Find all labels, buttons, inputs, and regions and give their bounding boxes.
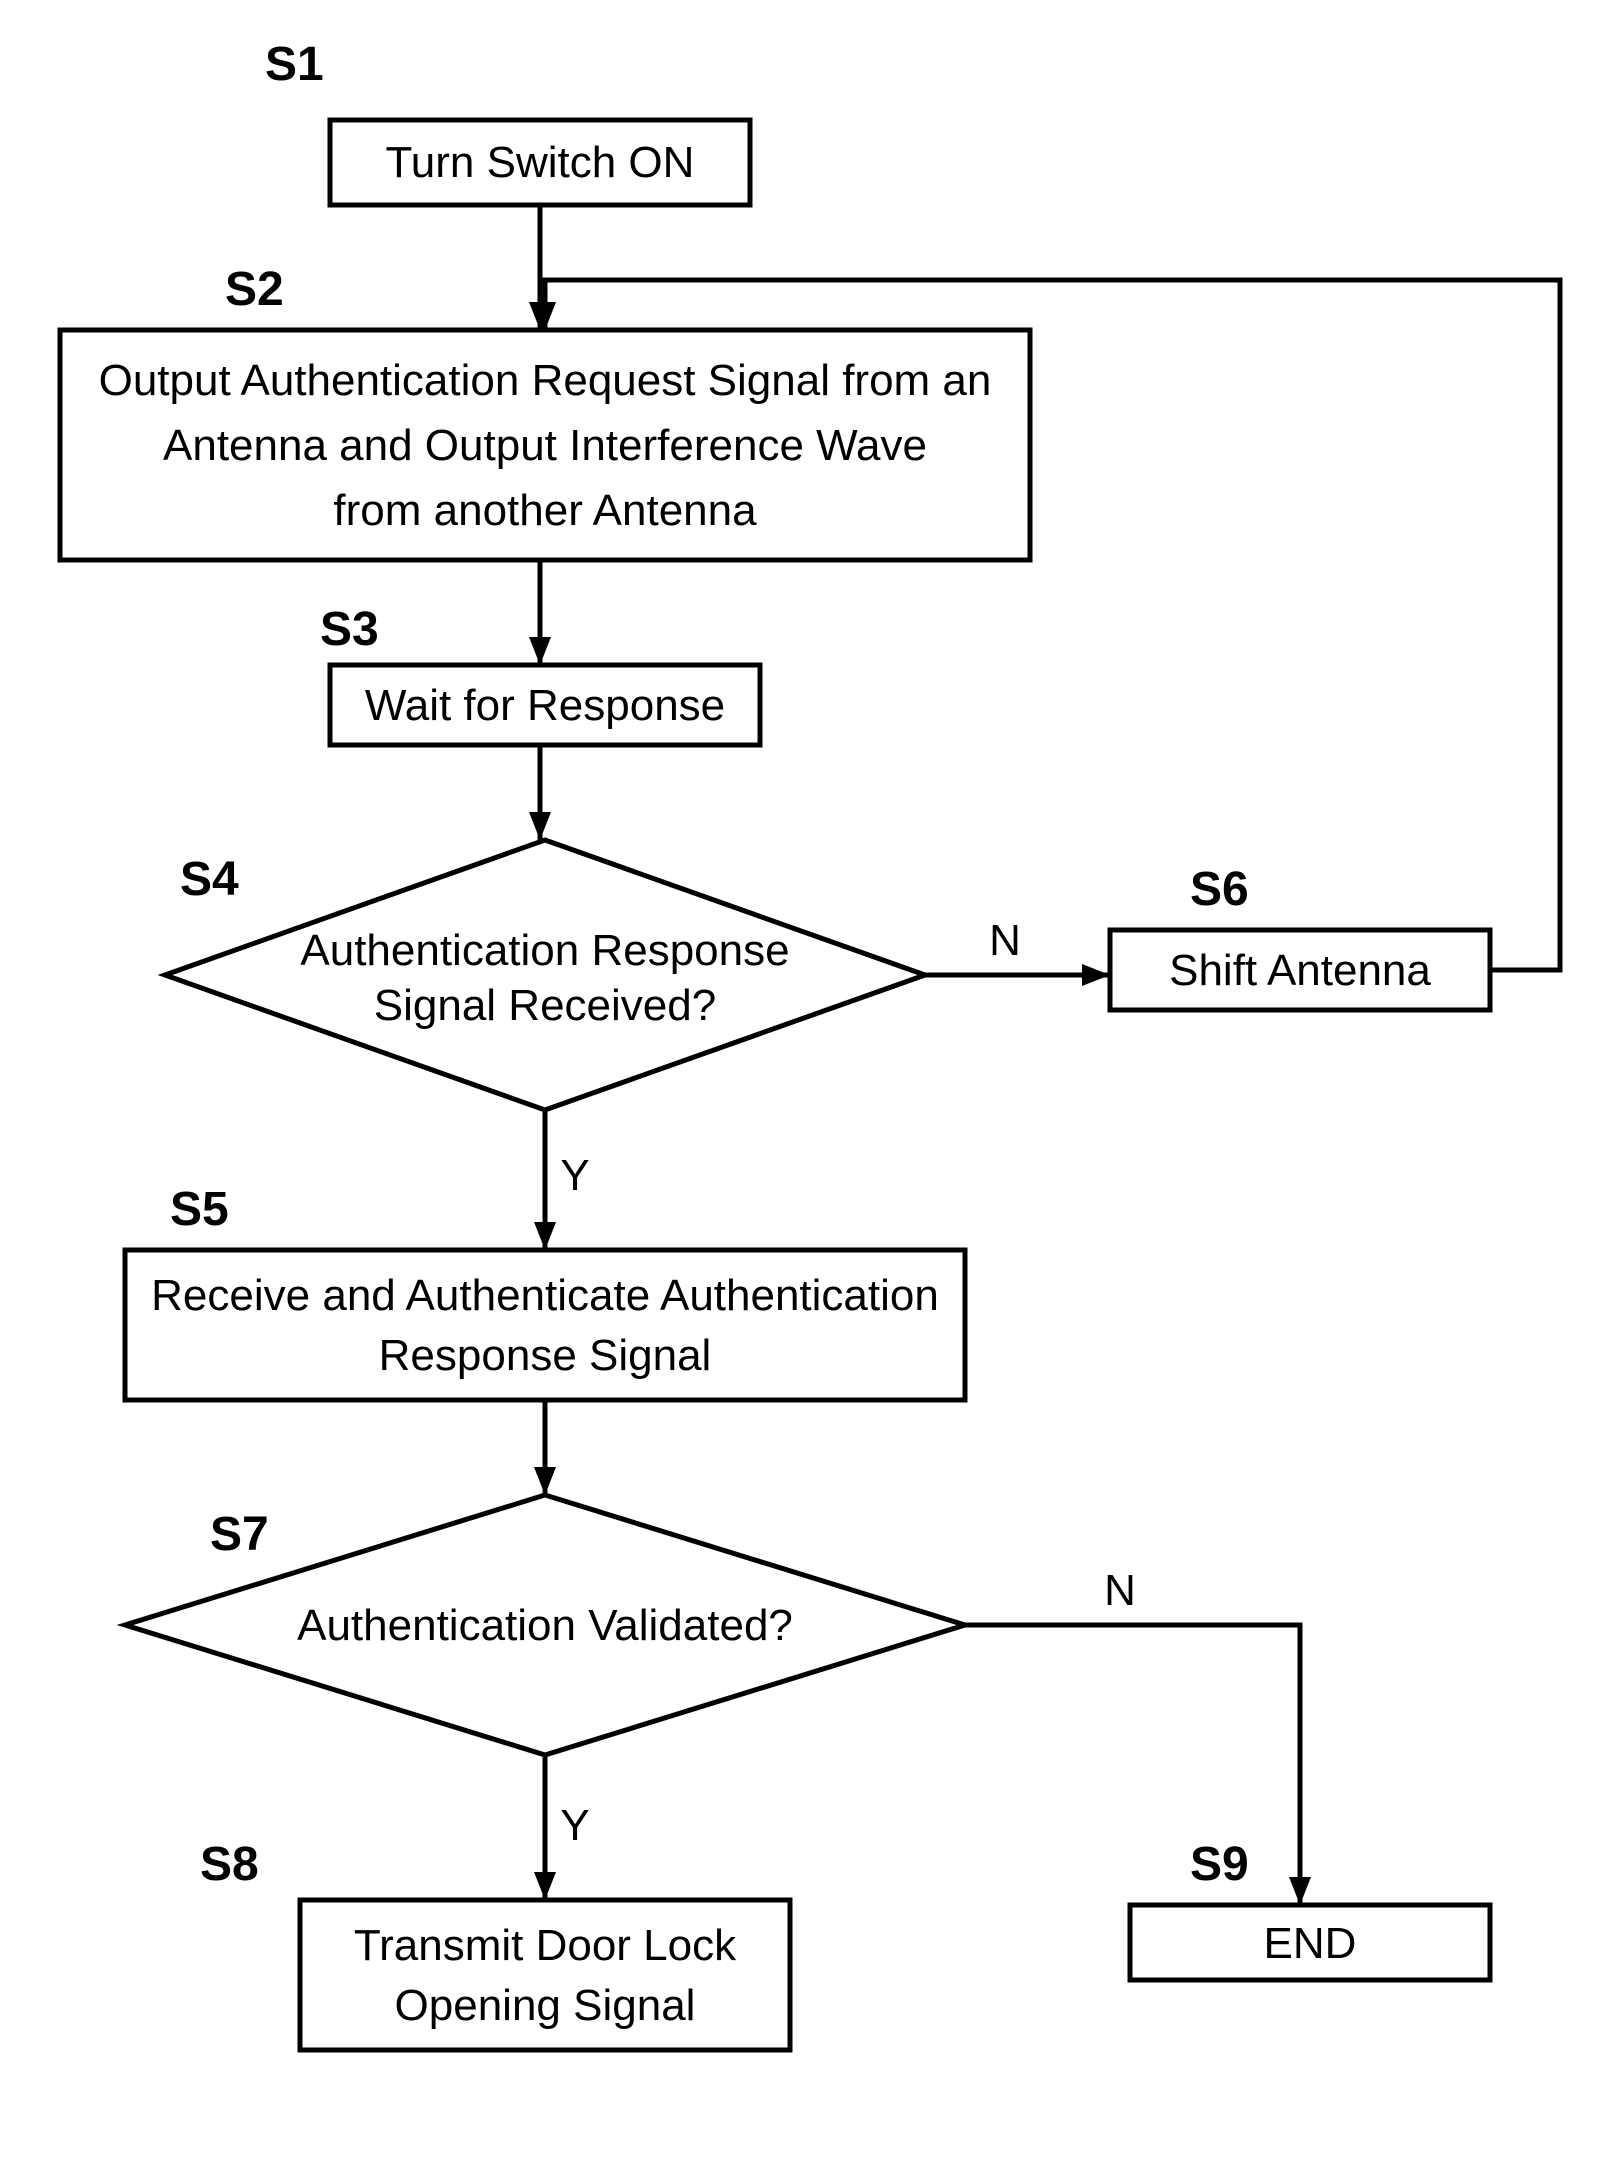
node-text-s7-0: Authentication Validated? (297, 1601, 793, 1650)
step-label-s2: S2 (225, 263, 284, 316)
node-text-s8-0: Transmit Door Lock (354, 1921, 737, 1970)
step-label-s1: S1 (265, 38, 324, 91)
node-text-s3-0: Wait for Response (365, 681, 725, 730)
nodes-layer: Turn Switch ON Output Authentication Requ… (60, 120, 1490, 2050)
node-text-s1-0: Turn Switch ON (386, 138, 695, 187)
node-s4 (165, 840, 925, 1110)
edge-s7-s9 (965, 1625, 1300, 1905)
flowchart-svg: Turn Switch ON Output Authentication Requ… (0, 0, 1614, 2159)
node-text-s5-1: Response Signal (379, 1331, 712, 1380)
step-label-s7: S7 (210, 1508, 269, 1561)
node-text-s4-1: Signal Received? (374, 981, 716, 1030)
node-text-s6-0: Shift Antenna (1169, 946, 1431, 995)
edge-label-s7-s8: Y (560, 1801, 589, 1850)
node-text-s2-0: Output Authentication Request Signal fro… (99, 356, 992, 405)
node-text-s5-0: Receive and Authenticate Authentication (151, 1271, 939, 1320)
step-label-s3: S3 (320, 603, 379, 656)
edge-label-s4-s5: Y (560, 1151, 589, 1200)
step-label-s6: S6 (1190, 863, 1249, 916)
step-label-s5: S5 (170, 1183, 229, 1236)
edge-label-s7-s9: N (1104, 1566, 1136, 1615)
node-text-s9-0: END (1264, 1919, 1357, 1968)
node-text-s2-2: from another Antenna (333, 486, 757, 535)
node-text-s4-0: Authentication Response (300, 926, 789, 975)
step-label-s4: S4 (180, 853, 239, 906)
node-text-s2-1: Antenna and Output Interference Wave (163, 421, 927, 470)
step-label-s8: S8 (200, 1838, 259, 1891)
node-text-s8-1: Opening Signal (395, 1981, 696, 2030)
step-label-s9: S9 (1190, 1838, 1249, 1891)
edge-label-s4-s6: N (989, 916, 1021, 965)
